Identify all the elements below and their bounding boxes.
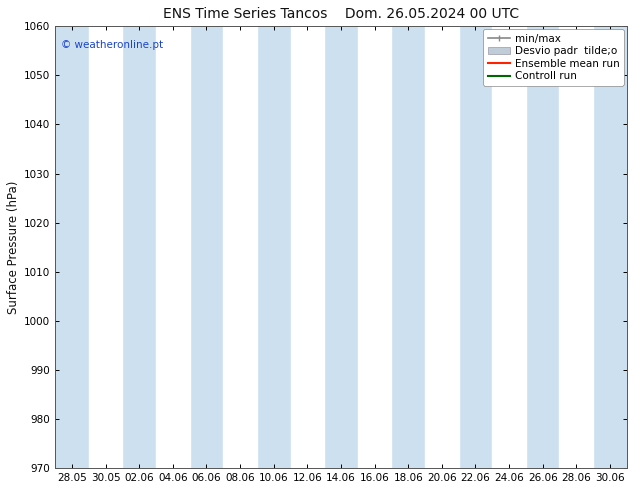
Bar (156, 26, 190, 468)
Bar (492, 26, 526, 468)
Title: ENS Time Series Tancos    Dom. 26.05.2024 00 UTC: ENS Time Series Tancos Dom. 26.05.2024 0… (163, 7, 519, 21)
Bar (290, 26, 324, 468)
Legend: min/max, Desvio padr  tilde;o, Ensemble mean run, Controll run: min/max, Desvio padr tilde;o, Ensemble m… (483, 29, 624, 86)
Y-axis label: Surface Pressure (hPa): Surface Pressure (hPa) (7, 180, 20, 314)
Bar (223, 26, 257, 468)
Bar (425, 26, 458, 468)
Bar (559, 26, 593, 468)
Text: © weatheronline.pt: © weatheronline.pt (61, 40, 163, 49)
Bar (358, 26, 391, 468)
Bar (89, 26, 122, 468)
